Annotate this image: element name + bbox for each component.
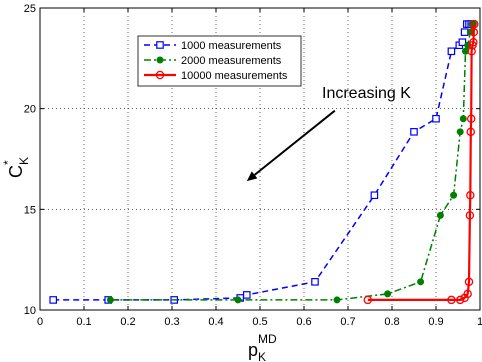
- data-point: [469, 37, 478, 47]
- data-point: [370, 191, 379, 200]
- x-axis-label: p: [248, 340, 258, 360]
- data-point: [456, 128, 464, 136]
- data-point: [410, 128, 418, 136]
- series-2: [106, 20, 477, 304]
- y-axis-label: C: [6, 165, 26, 178]
- data-point: [243, 291, 251, 299]
- x-tick-label: 0.4: [208, 316, 223, 328]
- series-line: [110, 23, 474, 301]
- data-point: [466, 127, 476, 137]
- data-point: [459, 115, 467, 123]
- data-point: [455, 295, 465, 305]
- legend-items: 1000 measurements 2000 measurements 10000 …: [144, 40, 288, 82]
- data-point: [436, 211, 444, 219]
- series-layer: [49, 19, 479, 305]
- axis-ticks: 0 0.1 0.2 0.3 0.4 0.5 0.6 0.7 0.8 0.9 1 10 15 20 25: [24, 3, 482, 328]
- data-point: [447, 47, 456, 56]
- x-tick-label: 0.7: [340, 316, 355, 328]
- y-tick-label: 15: [24, 204, 36, 216]
- x-tick-label: 0.9: [428, 316, 443, 328]
- annotation-arrowhead: [246, 171, 258, 182]
- data-point: [417, 278, 425, 286]
- data-point: [432, 114, 440, 123]
- annotation-text: Increasing K: [322, 85, 411, 102]
- x-axis-label-superscript: MD: [258, 332, 277, 346]
- data-point: [447, 295, 456, 305]
- legend-label: 10000 measurements: [181, 70, 288, 82]
- series-1: [49, 20, 476, 304]
- data-point: [234, 296, 242, 304]
- data-point: [49, 296, 58, 304]
- y-axis-label-superscript: *: [1, 160, 15, 165]
- data-point: [450, 191, 458, 199]
- data-point: [311, 278, 319, 286]
- x-tick-label: 0.6: [296, 316, 311, 328]
- legend-label: 2000 measurements: [181, 55, 282, 67]
- grid: [40, 8, 480, 310]
- data-point: [467, 47, 476, 56]
- series-3: [363, 19, 479, 305]
- data-point: [464, 277, 474, 287]
- y-tick-label: 20: [24, 104, 36, 116]
- x-axis-label-subscript: K: [258, 350, 266, 362]
- data-point: [384, 290, 392, 298]
- data-point: [156, 41, 164, 49]
- y-tick-label: 25: [24, 3, 36, 15]
- x-tick-label: 0.2: [120, 316, 135, 328]
- data-point: [466, 190, 475, 200]
- x-tick-label: 0.8: [384, 316, 399, 328]
- y-tick-label: 10: [24, 305, 36, 317]
- data-point: [106, 296, 114, 304]
- annotation-arrow: [253, 109, 336, 176]
- data-point: [470, 19, 479, 29]
- x-tick-label: 0.1: [76, 316, 91, 328]
- data-point: [458, 38, 467, 47]
- data-point: [466, 114, 476, 123]
- data-point: [469, 27, 479, 37]
- data-point: [156, 56, 164, 64]
- data-point: [463, 289, 472, 299]
- series-line: [53, 23, 472, 301]
- x-tick-label: 0: [37, 316, 43, 328]
- y-axis-label-group: C * K: [1, 157, 31, 178]
- x-tick-label: 1: [477, 316, 482, 328]
- y-axis-label-subscript: K: [17, 157, 31, 165]
- legend: 1000 measurements 2000 measurements 10000 …: [137, 35, 302, 87]
- x-tick-label: 0.3: [164, 316, 179, 328]
- data-point: [155, 70, 165, 80]
- data-point: [363, 295, 373, 305]
- legend-label: 1000 measurements: [181, 40, 282, 52]
- data-point: [333, 296, 341, 304]
- x-tick-label: 0.5: [252, 316, 267, 328]
- data-point: [465, 211, 475, 220]
